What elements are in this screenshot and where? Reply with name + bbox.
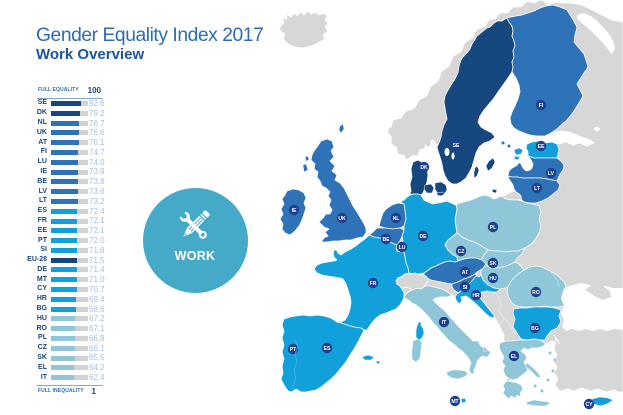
- svg-text:ES: ES: [324, 346, 331, 352]
- svg-text:PT: PT: [290, 347, 297, 353]
- svg-text:BG: BG: [531, 326, 539, 332]
- svg-text:SI: SI: [463, 285, 468, 291]
- svg-text:LU: LU: [399, 245, 406, 251]
- svg-text:DK: DK: [420, 165, 428, 171]
- svg-text:CY: CY: [585, 402, 593, 408]
- svg-text:NL: NL: [393, 216, 400, 222]
- svg-text:SK: SK: [489, 261, 496, 267]
- svg-text:AT: AT: [462, 270, 469, 276]
- svg-text:LT: LT: [534, 186, 541, 192]
- svg-text:IT: IT: [442, 320, 447, 326]
- svg-text:FI: FI: [539, 103, 544, 109]
- svg-text:SE: SE: [453, 143, 460, 149]
- svg-text:MT: MT: [451, 399, 459, 405]
- svg-text:EL: EL: [511, 354, 518, 360]
- svg-text:FR: FR: [370, 281, 377, 287]
- svg-text:HR: HR: [472, 293, 480, 299]
- svg-text:EE: EE: [538, 144, 545, 150]
- svg-text:BE: BE: [382, 237, 390, 243]
- svg-text:IE: IE: [292, 208, 297, 214]
- svg-text:LV: LV: [548, 171, 555, 177]
- svg-text:HU: HU: [489, 276, 497, 282]
- svg-text:CZ: CZ: [458, 249, 465, 255]
- svg-text:DE: DE: [419, 234, 427, 240]
- svg-text:UK: UK: [338, 216, 346, 222]
- svg-text:RO: RO: [532, 290, 540, 296]
- svg-text:PL: PL: [490, 225, 497, 231]
